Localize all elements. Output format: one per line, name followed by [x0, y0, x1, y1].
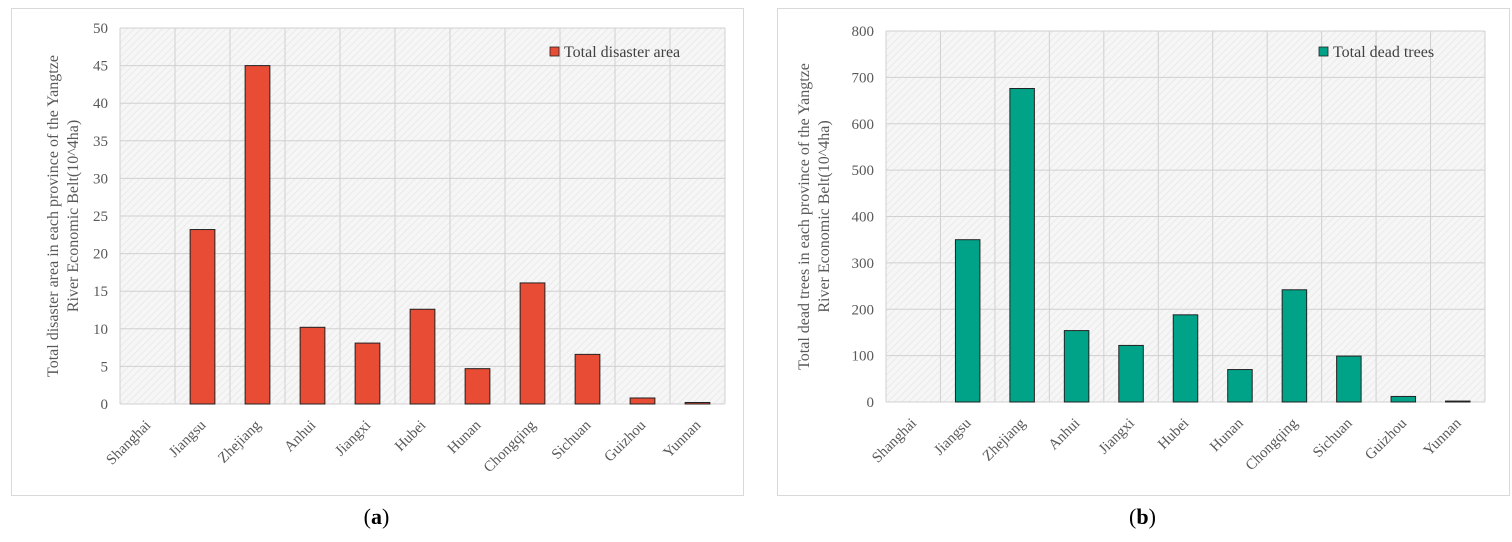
y-tick-label-b: 700 [852, 70, 875, 86]
x-tick-label-a: Yunnan [661, 417, 705, 461]
bar-zhejiang-a [244, 65, 271, 405]
chart-a-svg: 0 5 10 15 20 25 30 35 40 45 50 Shanghai Jiangsu Zheji… [45, 21, 726, 476]
x-tick-label-a: Anhui [281, 418, 319, 456]
bar-hunan-b [1227, 369, 1253, 403]
x-tick-label-b: Sichuan [1310, 415, 1356, 461]
y-tick-label-b: 300 [852, 256, 875, 272]
y-tick-label-a: 10 [93, 322, 108, 338]
y-tick-label-a: 20 [93, 247, 108, 263]
y-tick-label-a: 40 [93, 96, 108, 112]
bar-hunan-a [464, 368, 491, 405]
x-tick-label-b: Zhejiang [980, 415, 1029, 464]
legend-swatch-a [549, 46, 560, 57]
x-tick-label-b: Hunan [1207, 415, 1247, 455]
bar-hubei-a [409, 308, 436, 405]
bar-guizhou-a [629, 397, 656, 405]
bar-yunnan-a [684, 401, 711, 405]
x-tick-label-a: Jiangsu [166, 417, 209, 460]
y-axis-title-line2-b: River Economic Belt(10^4ha) [816, 120, 833, 312]
x-tick-label-a: Hunan [445, 417, 485, 457]
x-tick-label-a: Chongqing [481, 417, 540, 476]
x-tick-label-a: Hubei [392, 418, 429, 455]
x-tick-label-b: Jiangxi [1096, 416, 1138, 458]
y-tick-label-b: 0 [867, 395, 875, 411]
bar-sichuan-b [1336, 355, 1362, 403]
x-tick-label-b: Chongqing [1243, 415, 1302, 474]
x-tick-label-b: Guizhou [1362, 415, 1410, 463]
x-tick-label-a: Jiangxi [332, 418, 374, 460]
chart-b-svg: 0 100 200 300 400 500 600 700 800 Shanghai Jiangsu… [796, 24, 1486, 474]
bar-guizhou-b [1390, 395, 1417, 403]
x-tick-label-a: Zhejiang [215, 417, 264, 466]
y-tick-label-a: 35 [93, 134, 108, 150]
subfigure-label-b: (b) [1129, 504, 1156, 529]
bar-sichuan-a [574, 353, 601, 405]
y-tick-label-a: 45 [93, 59, 108, 75]
y-tick-label-a: 15 [93, 284, 108, 300]
y-tick-label-b: 600 [852, 117, 875, 133]
x-tick-label-b: Shanghai [869, 416, 920, 467]
bar-anhui-b [1063, 330, 1090, 403]
y-tick-label-a: 0 [101, 397, 109, 413]
bar-jiangxi-a [354, 342, 381, 405]
legend-label-a: Total disaster area [564, 44, 680, 61]
bar-hubei-b [1172, 314, 1199, 403]
bar-zhejiang-b [1009, 88, 1035, 403]
y-tick-label-a: 50 [93, 21, 108, 37]
bar-jiangsu-a [189, 229, 216, 405]
bar-jiangxi-b [1118, 344, 1144, 403]
y-axis-title-line2-a: River Economic Belt(10^4ha) [65, 120, 82, 312]
legend-label-b: Total dead trees [1333, 44, 1434, 61]
y-tick-label-b: 200 [852, 302, 875, 318]
y-tick-label-a: 30 [93, 171, 108, 187]
y-tick-label-b: 400 [852, 210, 875, 226]
x-tick-label-a: Shanghai [104, 418, 155, 469]
bar-yunnan-b [1445, 400, 1471, 403]
x-tick-label-b: Yunnan [1421, 415, 1465, 459]
y-axis-title-line1-b: Total dead trees in each province of the… [796, 63, 813, 370]
chart-panel-b: 0 100 200 300 400 500 600 700 800 Shanghai Jiangsu… [777, 8, 1510, 496]
x-tick-label-b: Anhui [1046, 416, 1084, 454]
y-tick-label-b: 100 [852, 349, 875, 365]
y-tick-label-b: 500 [852, 163, 875, 179]
bar-jiangsu-b [954, 239, 981, 403]
x-tick-label-b: Jiangsu [931, 415, 974, 458]
x-tick-label-a: Sichuan [549, 417, 595, 463]
y-tick-label-a: 5 [101, 359, 109, 375]
bar-chongqing-b [1281, 289, 1308, 403]
chart-panel-a: 0 5 10 15 20 25 30 35 40 45 50 Shanghai Jiangsu Zheji… [11, 8, 744, 496]
bar-chongqing-a [519, 282, 546, 405]
y-tick-label-a: 25 [93, 209, 108, 225]
bar-anhui-a [299, 326, 326, 405]
y-tick-label-b: 800 [852, 24, 875, 40]
subfigure-label-a: (a) [363, 504, 390, 529]
legend-swatch-b [1318, 46, 1329, 57]
x-tick-label-b: Hubei [1155, 416, 1192, 453]
y-axis-title-line1-a: Total disaster area in each province of … [45, 55, 62, 377]
x-tick-label-a: Guizhou [601, 417, 649, 465]
